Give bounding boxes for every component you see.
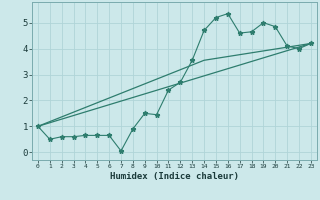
- X-axis label: Humidex (Indice chaleur): Humidex (Indice chaleur): [110, 172, 239, 181]
